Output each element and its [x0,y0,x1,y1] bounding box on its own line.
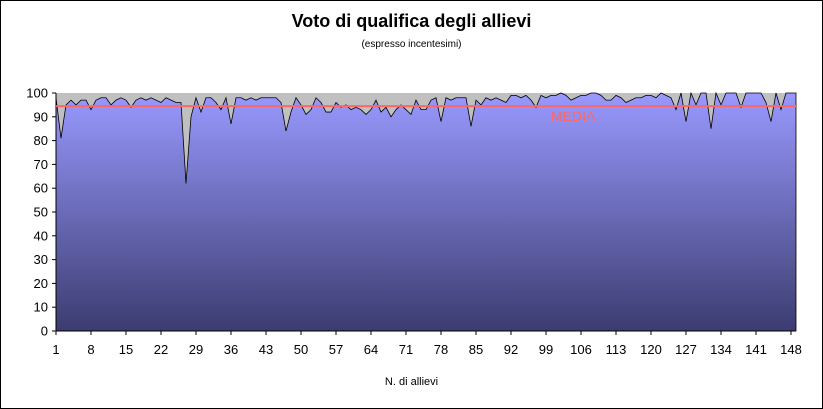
x-tick-label: 71 [399,342,413,357]
x-tick-label: 57 [329,342,343,357]
y-tick-label: 40 [34,228,48,243]
y-ticks: 0 10 20 30 40 50 60 70 80 90 100 [26,86,56,339]
x-tick-label: 1 [52,342,59,357]
x-tick-label: 78 [434,342,448,357]
x-axis-label: N. di allievi [384,376,439,388]
x-tick-label: 8 [87,342,94,357]
y-tick-label: 80 [34,133,48,148]
y-tick-label: 10 [34,300,48,315]
x-tick-label: 15 [119,342,133,357]
y-tick-label: 30 [34,252,48,267]
y-tick-label: 90 [34,109,48,124]
y-tick-label: 0 [41,324,48,339]
x-tick-label: 50 [294,342,308,357]
x-tick-label: 43 [259,342,273,357]
x-tick-label: 148 [780,342,802,357]
series-area [55,91,797,332]
y-tick-label: 60 [34,181,48,196]
x-tick-label: 113 [606,342,627,357]
x-tick-label: 85 [469,342,483,357]
x-tick-label: 99 [539,342,553,357]
y-tick-label: 70 [34,157,48,172]
mean-label: MEDIA [551,108,596,124]
chart-subtitle: (espresso incentesimi) [361,39,462,50]
chart-title: Voto di qualifica degli allievi [291,11,532,31]
y-tick-label: 20 [34,276,48,291]
x-tick-label: 36 [224,342,238,357]
x-tick-label: 92 [504,342,518,357]
y-tick-label: 100 [26,86,48,101]
x-tick-label: 106 [570,342,592,357]
x-tick-label: 64 [364,342,378,357]
y-tick-label: 50 [34,205,48,220]
x-ticks: 1 8 15 22 29 36 43 50 57 64 71 78 85 92 99 106 113 120 127… [52,331,802,357]
x-tick-label: 141 [745,342,767,357]
x-tick-label: 134 [710,342,732,357]
x-tick-label: 127 [675,342,697,357]
x-tick-label: 120 [640,342,662,357]
x-tick-label: 22 [154,342,168,357]
x-tick-label: 29 [189,342,203,357]
